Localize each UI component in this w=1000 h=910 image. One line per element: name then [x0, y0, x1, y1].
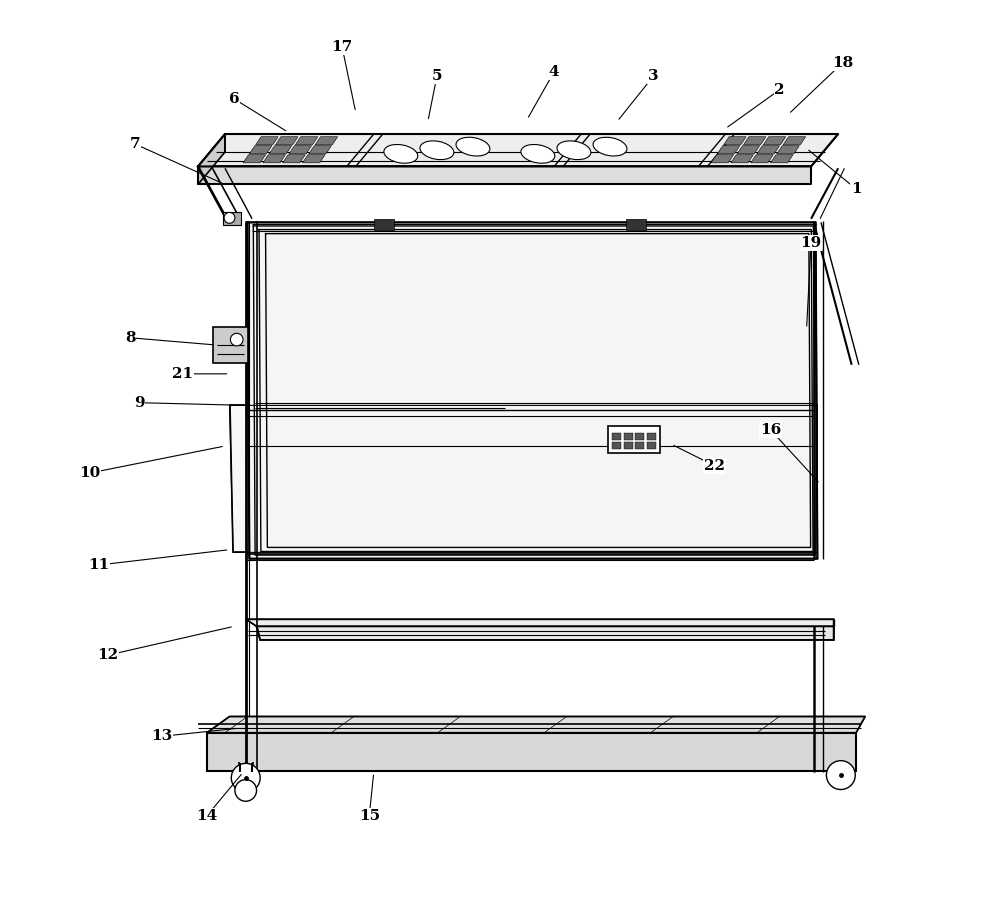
Text: 19: 19 [800, 236, 822, 250]
Polygon shape [246, 619, 834, 626]
Polygon shape [198, 167, 811, 185]
Text: 18: 18 [832, 56, 853, 70]
Polygon shape [731, 155, 753, 163]
Text: 5: 5 [432, 69, 442, 84]
Text: 8: 8 [125, 330, 136, 345]
Text: 2: 2 [774, 83, 785, 96]
Bar [624, 433, 633, 440]
Polygon shape [737, 146, 760, 154]
Text: 6: 6 [229, 92, 239, 106]
Ellipse shape [593, 137, 627, 156]
Polygon shape [751, 155, 773, 163]
Bar [612, 442, 621, 449]
Polygon shape [213, 327, 248, 363]
Bar [647, 433, 656, 440]
Bar [626, 218, 646, 229]
Circle shape [826, 761, 855, 790]
Polygon shape [757, 146, 780, 154]
Bar [647, 442, 656, 449]
Ellipse shape [557, 141, 591, 159]
Text: 22: 22 [704, 459, 725, 473]
Bar [374, 218, 394, 229]
Polygon shape [711, 155, 734, 163]
Polygon shape [295, 136, 318, 145]
Polygon shape [717, 146, 740, 154]
Text: 3: 3 [648, 69, 659, 84]
Polygon shape [249, 146, 272, 154]
Polygon shape [198, 134, 838, 167]
Bar [635, 442, 644, 449]
Ellipse shape [456, 137, 490, 156]
Circle shape [231, 763, 260, 793]
Text: 17: 17 [332, 40, 353, 55]
Polygon shape [248, 222, 817, 559]
Text: 9: 9 [134, 396, 145, 410]
Circle shape [224, 212, 235, 223]
Text: 15: 15 [359, 809, 380, 823]
Polygon shape [207, 716, 865, 733]
Polygon shape [275, 136, 298, 145]
Ellipse shape [521, 145, 555, 163]
Text: 7: 7 [130, 136, 140, 151]
Bar [624, 442, 633, 449]
Polygon shape [309, 146, 331, 154]
Polygon shape [230, 406, 817, 552]
Polygon shape [243, 155, 266, 163]
Text: 4: 4 [549, 65, 559, 79]
Ellipse shape [420, 141, 454, 159]
Polygon shape [724, 136, 746, 145]
Bar [223, 211, 241, 225]
Polygon shape [207, 733, 856, 771]
Text: 14: 14 [196, 809, 218, 823]
Text: 16: 16 [760, 423, 781, 437]
Polygon shape [608, 426, 660, 453]
Polygon shape [783, 136, 806, 145]
Polygon shape [257, 626, 834, 640]
Text: 10: 10 [79, 466, 100, 480]
Polygon shape [763, 136, 786, 145]
Circle shape [235, 780, 257, 801]
Polygon shape [771, 155, 793, 163]
Text: 11: 11 [88, 558, 109, 572]
Polygon shape [283, 155, 305, 163]
Polygon shape [198, 134, 225, 185]
Ellipse shape [384, 145, 418, 163]
Polygon shape [289, 146, 312, 154]
Circle shape [230, 333, 243, 346]
Text: 21: 21 [172, 367, 193, 381]
Text: 12: 12 [97, 648, 118, 662]
Text: 1: 1 [851, 182, 861, 196]
Bar [635, 433, 644, 440]
Bar [612, 433, 621, 440]
Polygon shape [256, 136, 278, 145]
Text: 13: 13 [151, 729, 173, 743]
Polygon shape [777, 146, 799, 154]
Polygon shape [303, 155, 325, 163]
Polygon shape [743, 136, 766, 145]
Polygon shape [263, 155, 285, 163]
Polygon shape [315, 136, 338, 145]
Polygon shape [269, 146, 292, 154]
